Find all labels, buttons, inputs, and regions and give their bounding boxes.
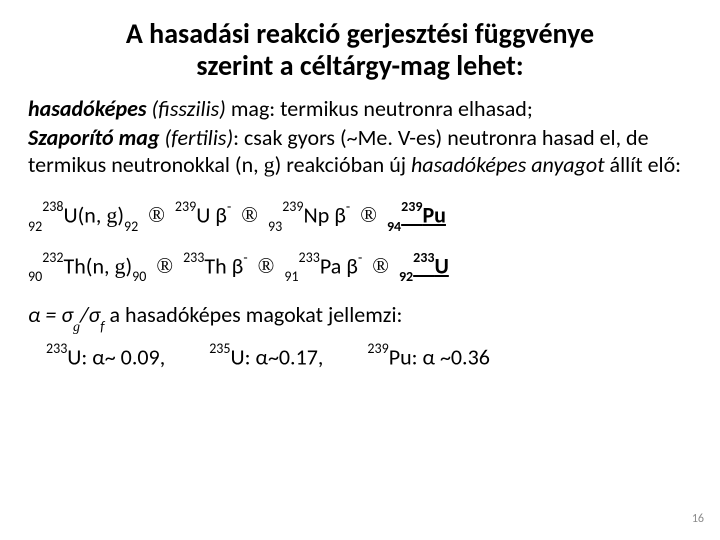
av2-el: U: α~0.17, bbox=[230, 343, 323, 370]
alpha-b: /σ bbox=[80, 301, 100, 328]
alpha-u233: 233U: α~ 0.09, bbox=[46, 343, 165, 371]
av1-el: U: α~ 0.09, bbox=[67, 343, 165, 370]
alpha-c: a hasadóképes magokat jellemzi: bbox=[105, 301, 403, 328]
p1-rest: mag: termikus neutronra elhasad; bbox=[226, 95, 533, 122]
term-szaporito: Szaporító mag bbox=[28, 124, 159, 151]
eq2-a: 90232Th(n, g)90 bbox=[28, 252, 146, 283]
alpha-f: f bbox=[100, 318, 104, 335]
alpha-values: 233U: α~ 0.09, 235U: α~0.17, 239Pu: α ~0… bbox=[28, 343, 692, 371]
p2-e: ) reakcióban új bbox=[275, 151, 411, 178]
eq2-d-el: U bbox=[434, 252, 448, 279]
slide-body: hasadóképes (fisszilis) mag: termikus ne… bbox=[28, 96, 692, 371]
eq1-c-exp: - bbox=[346, 198, 350, 215]
eq1-a-sub2: 92 bbox=[124, 218, 138, 235]
alpha-pu239: 239Pu: α ~0.36 bbox=[367, 343, 490, 371]
eq2-d-sub: 92 bbox=[399, 268, 413, 285]
arrow-icon: ® bbox=[362, 253, 399, 280]
eq2-b-exp: - bbox=[243, 249, 247, 266]
eq2-a-g: g bbox=[114, 253, 125, 278]
eq2-a-el: Th(n, bbox=[64, 252, 115, 279]
arrow-icon: ® bbox=[350, 202, 387, 229]
equation-th232: 90232Th(n, g)90 ® 233Th β- ® 91233Pa β- … bbox=[28, 252, 692, 283]
equation-u238: 92238U(n, g)92 ® 239U β- ® 93239Np β- ® … bbox=[28, 201, 692, 232]
title-line-1: A hasadási reakció gerjesztési függvénye bbox=[126, 16, 594, 51]
eq1-d: 94239Pu bbox=[387, 201, 446, 232]
av3-el: Pu: α ~0.36 bbox=[389, 343, 490, 370]
term-hasadokepes: hasadóképes bbox=[28, 95, 147, 122]
eq2-b: 233Th β- bbox=[183, 252, 248, 280]
av2-sup: 235 bbox=[209, 340, 230, 357]
para-fissile: hasadóképes (fisszilis) mag: termikus ne… bbox=[28, 96, 692, 123]
arrow-icon: ® bbox=[138, 202, 175, 229]
term-fertilis: (fertilis) bbox=[159, 124, 233, 151]
eq2-c-el: Pa β bbox=[320, 252, 358, 279]
eq1-a-el: U(n, bbox=[64, 201, 107, 228]
eq2-d-sup: 233 bbox=[413, 249, 434, 266]
eq2-a-sub2: 90 bbox=[132, 268, 146, 285]
eq1-a-close: ) bbox=[117, 201, 124, 228]
alpha-g: g bbox=[73, 320, 80, 335]
eq1-b-el: U β bbox=[196, 201, 227, 228]
eq2-d: 92233U bbox=[399, 252, 449, 283]
gamma-1: g bbox=[264, 152, 275, 177]
eq1-b-exp: - bbox=[227, 198, 231, 215]
av1-sup: 233 bbox=[46, 340, 67, 357]
arrow-icon: ® bbox=[231, 202, 268, 229]
eq1-c-el: Np β bbox=[304, 201, 346, 228]
p2-f: hasadóképes anyagot bbox=[411, 151, 605, 178]
alpha-a: α = σ bbox=[28, 301, 73, 328]
eq2-a-sub1: 90 bbox=[28, 268, 42, 285]
arrow-icon: ® bbox=[248, 253, 285, 280]
alpha-u235: 235U: α~0.17, bbox=[209, 343, 323, 371]
eq2-c-sub: 91 bbox=[284, 268, 298, 285]
eq2-a-sup: 232 bbox=[42, 249, 63, 266]
page-number: 16 bbox=[692, 512, 704, 526]
eq1-d-el: Pu bbox=[422, 201, 446, 228]
arrow-icon: ® bbox=[146, 253, 183, 280]
slide-title: A hasadási reakció gerjesztési függvénye… bbox=[28, 18, 692, 82]
eq1-b-sup: 239 bbox=[175, 198, 196, 215]
eq1-d-sup: 239 bbox=[401, 198, 422, 215]
eq1-c-sup: 239 bbox=[282, 198, 303, 215]
eq2-c-sup: 233 bbox=[299, 249, 320, 266]
eq2-b-sup: 233 bbox=[183, 249, 204, 266]
eq1-a-g: g bbox=[106, 202, 117, 227]
term-fisszilis: (fisszilis) bbox=[147, 95, 226, 122]
eq1-a-sup: 238 bbox=[42, 198, 63, 215]
p2-g: állít elő: bbox=[605, 151, 681, 178]
eq2-c: 91233Pa β- bbox=[284, 252, 362, 283]
eq1-a: 92238U(n, g)92 bbox=[28, 201, 138, 232]
eq1-a-sub1: 92 bbox=[28, 218, 42, 235]
title-line-2: szerint a céltárgy-mag lehet: bbox=[196, 48, 523, 83]
eq1-d-sub: 94 bbox=[387, 218, 401, 235]
eq1-c: 93239Np β- bbox=[268, 201, 350, 232]
para-fertile: Szaporító mag (fertilis): csak gyors (~M… bbox=[28, 125, 692, 179]
eq2-c-exp: - bbox=[358, 249, 362, 266]
eq2-b-el: Th β bbox=[204, 252, 243, 279]
eq1-c-sub: 93 bbox=[268, 218, 282, 235]
eq1-b: 239U β- bbox=[175, 201, 231, 229]
av3-sup: 239 bbox=[367, 340, 388, 357]
alpha-definition: α = σg/σf a hasadóképes magokat jellemzi… bbox=[28, 302, 692, 332]
